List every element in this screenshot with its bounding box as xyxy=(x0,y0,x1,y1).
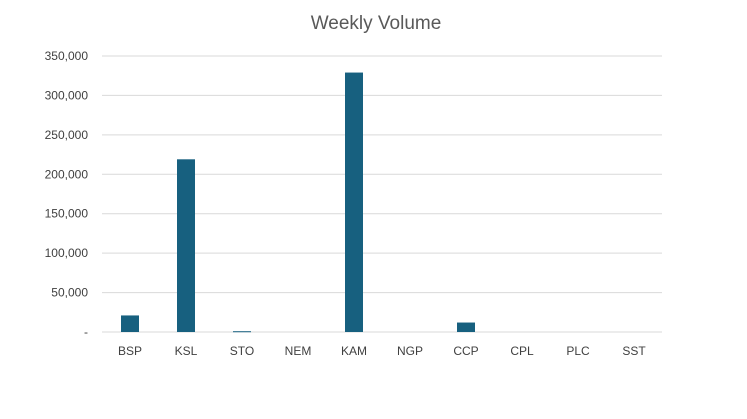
bar-ccp xyxy=(457,322,475,332)
y-tick-label: 350,000 xyxy=(45,49,89,63)
bars xyxy=(121,72,475,333)
x-tick-label-nem: NEM xyxy=(285,344,312,358)
gridlines xyxy=(102,55,662,333)
bar-ksl xyxy=(177,159,195,332)
y-tick-label: 100,000 xyxy=(45,246,89,260)
bar-bsp xyxy=(121,315,139,332)
x-tick-label-plc: PLC xyxy=(566,344,590,358)
y-tick-label: 200,000 xyxy=(45,167,89,181)
x-tick-label-bsp: BSP xyxy=(118,344,142,358)
y-tick-label: - xyxy=(84,325,88,339)
bar-sto xyxy=(233,331,251,333)
y-tick-label: 300,000 xyxy=(45,88,89,102)
y-tick-label: 150,000 xyxy=(45,207,89,221)
x-axis-tick-labels: BSP KSL STO NEM KAM NGP CCP CPL PLC SST xyxy=(118,344,646,358)
x-tick-label-ccp: CCP xyxy=(453,344,478,358)
x-tick-label-ngp: NGP xyxy=(397,344,423,358)
y-tick-label: 50,000 xyxy=(51,286,88,300)
y-axis-tick-labels: - 50,000 100,000 150,000 200,000 250,000 300,0… xyxy=(45,49,89,339)
y-tick-label: 250,000 xyxy=(45,128,89,142)
x-tick-label-ksl: KSL xyxy=(175,344,198,358)
x-tick-label-kam: KAM xyxy=(341,344,367,358)
x-tick-label-sto: STO xyxy=(230,344,254,358)
bar-kam xyxy=(345,72,363,332)
x-tick-label-sst: SST xyxy=(622,344,646,358)
x-tick-label-cpl: CPL xyxy=(510,344,534,358)
chart-title: Weekly Volume xyxy=(311,13,442,34)
